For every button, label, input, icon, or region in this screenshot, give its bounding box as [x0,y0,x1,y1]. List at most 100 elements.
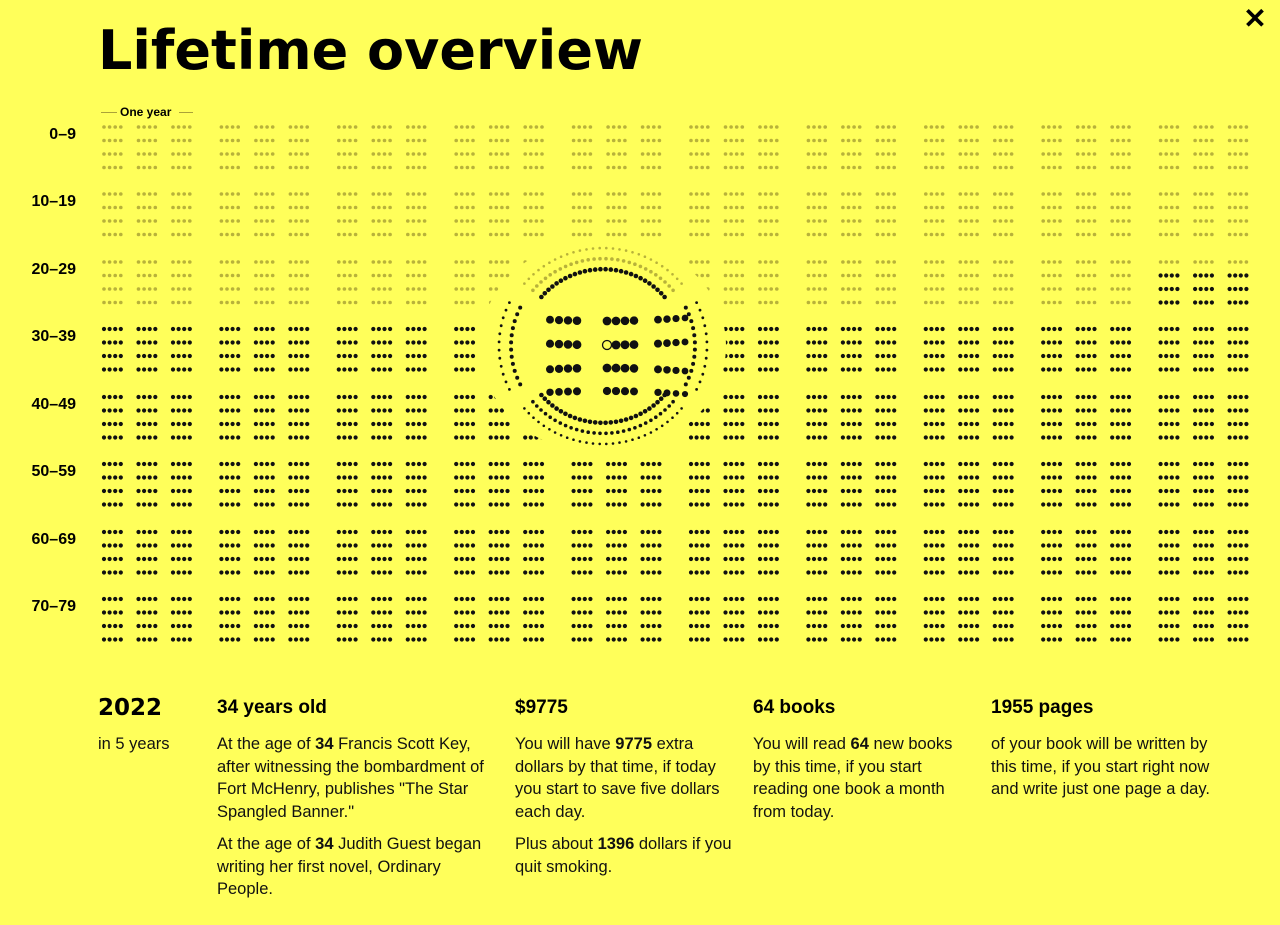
week-dot [1041,394,1046,400]
week-dot [225,300,229,305]
week-dot [1158,192,1163,196]
week-dot [1209,394,1214,400]
week-dot [1110,287,1114,291]
week-dot [347,408,353,413]
week-dot [416,475,422,480]
week-dot [875,529,880,535]
week-dot [388,219,392,223]
week-dot [377,219,381,223]
week-dot [182,273,186,278]
week-dot [1046,502,1051,507]
week-dot [288,300,293,305]
week-dot [388,502,393,507]
week-dot [998,435,1003,440]
week-dot [142,326,147,332]
week-dot [924,232,928,237]
week-dot [101,570,107,575]
week-dot [259,125,264,129]
week-dot [617,138,622,143]
week-dot [1209,421,1214,427]
week-dot [1158,340,1163,345]
week-dot [886,623,891,629]
week-dot [935,260,939,264]
week-dot [270,610,275,615]
week-dot [774,637,779,642]
week-dot [422,421,427,427]
week-dot [1175,596,1180,602]
magnified-dot [567,413,573,419]
week-dot [534,475,539,480]
week-dot [811,610,817,615]
week-dot [840,623,846,629]
week-dot [488,205,493,210]
week-dot [224,637,230,642]
week-dot [1158,286,1163,292]
week-dot [734,461,739,467]
week-dot [857,260,862,264]
week-dot [806,232,811,237]
week-dot [588,596,593,602]
week-dot [806,637,811,642]
week-dot [1238,543,1243,548]
magnified-dot [585,248,588,251]
week-dot [923,610,928,615]
week-dot [188,205,192,210]
week-dot [1193,273,1198,278]
week-dot [1198,502,1203,507]
week-dot [929,421,934,427]
week-dot [465,570,470,575]
stat-books-title: 64 books [753,697,836,718]
week-dot [142,353,147,359]
week-dot [886,192,891,196]
magnified-dot [653,339,663,348]
week-dot [528,623,533,629]
week-dot [259,152,264,156]
week-dot [806,556,811,562]
week-dot [964,205,968,210]
magnified-dot [497,348,501,352]
week-dot [1092,502,1097,507]
week-dot [347,596,353,602]
magnified-dot [691,361,696,366]
magnified-dot [692,333,697,338]
week-dot [892,408,897,413]
week-dot [170,367,176,372]
week-dot [934,529,940,535]
magnified-dot [512,319,517,324]
week-dot [657,125,662,129]
magnifier-lens[interactable] [480,238,726,454]
week-dot [940,300,945,305]
week-dot [929,232,934,237]
week-dot [1126,340,1132,345]
week-dot [1009,556,1014,562]
week-dot [1198,219,1203,223]
week-dot [1193,408,1198,413]
week-dot [823,570,828,575]
week-dot [500,205,504,210]
week-dot [182,461,187,467]
week-dot [806,287,811,291]
week-dot [740,300,745,305]
week-dot [923,461,928,467]
close-icon[interactable]: ✕ [1243,3,1267,34]
week-dot [740,570,745,575]
week-dot [886,152,891,156]
week-dot [823,138,827,143]
week-dot [958,596,963,602]
week-dot [230,326,235,332]
week-dot [840,596,846,602]
week-dot [1227,260,1232,264]
week-dot [1244,556,1249,562]
week-dot [881,287,885,291]
week-dot [528,570,533,575]
week-dot [305,260,310,264]
week-dot [846,205,851,210]
week-dot [706,260,710,264]
week-dot [382,408,387,413]
week-dot [376,488,381,494]
week-dot [416,488,422,494]
week-dot [705,421,710,427]
magnified-dot [558,267,563,271]
magnified-dot [662,294,667,300]
week-dot [705,408,710,413]
